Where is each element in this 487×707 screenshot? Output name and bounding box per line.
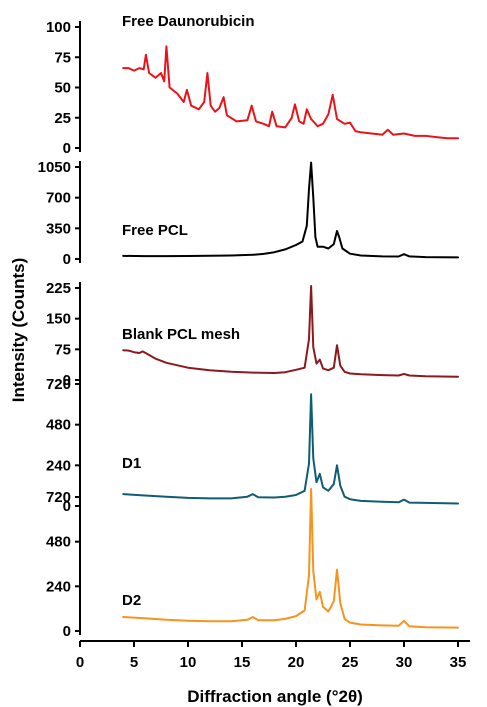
x-tick-label: 25: [342, 654, 359, 671]
panel-label: Free PCL: [122, 222, 188, 239]
series-line-4: [122, 488, 459, 629]
panel-1: 0 350 700 1050 Free PCL: [38, 159, 459, 268]
y-tick-label: 720: [46, 489, 71, 506]
y-tick-label: 700: [46, 190, 71, 207]
panel-4: 0 240 480 720 D2: [46, 488, 459, 640]
x-axis-title: Diffraction angle (°2θ): [187, 687, 363, 706]
y-tick-label: 480: [46, 534, 71, 551]
y-tick-label: 75: [54, 341, 71, 358]
y-tick-label: 480: [46, 417, 71, 434]
y-tick-label: 0: [63, 498, 71, 515]
chart-panels: 0 25 50 75 100 Free Daunorubicin 0 350 700 1050 Fr…: [38, 13, 459, 640]
panel-label: D2: [122, 592, 141, 609]
y-tick-label: 75: [54, 49, 71, 66]
panel-label: D1: [122, 455, 141, 472]
x-tick-label: 30: [396, 654, 413, 671]
y-tick-label: 150: [46, 311, 71, 328]
y-tick-label: 225: [46, 280, 71, 297]
y-tick-label: 0: [63, 251, 71, 268]
x-tick-label: 35: [450, 654, 467, 671]
x-tick-label: 5: [130, 654, 138, 671]
y-tick-label: 350: [46, 220, 71, 237]
y-tick-label: 0: [63, 623, 71, 640]
y-tick-label: 0: [63, 372, 71, 389]
y-axis-title: Intensity (Counts): [9, 258, 28, 403]
panel-label: Blank PCL mesh: [122, 326, 240, 343]
panel-2: 0 75 150 225 Blank PCL mesh: [46, 280, 459, 389]
y-tick-label: 240: [46, 457, 71, 474]
x-tick-label: 10: [180, 654, 197, 671]
x-tick-label: 0: [76, 654, 84, 671]
series-line-1: [122, 161, 459, 259]
x-tick-label: 15: [234, 654, 251, 671]
y-tick-label: 100: [46, 19, 71, 36]
x-axis-ticks: 0 5 10 15 20 25 30 35: [76, 641, 467, 671]
series-line-0: [122, 45, 459, 140]
panel-label: Free Daunorubicin: [122, 13, 255, 30]
y-tick-label: 1050: [38, 159, 71, 176]
panel-0: 0 25 50 75 100 Free Daunorubicin: [46, 13, 459, 157]
y-tick-label: 720: [46, 376, 71, 393]
y-tick-label: 50: [54, 80, 71, 97]
series-line-3: [122, 393, 459, 505]
y-tick-label: 240: [46, 578, 71, 595]
series-line-2: [122, 285, 459, 378]
panel-3: 0 240 480 720 D1: [46, 376, 459, 515]
y-tick-label: 25: [54, 110, 71, 127]
y-tick-label: 0: [63, 140, 71, 157]
x-tick-label: 20: [288, 654, 305, 671]
